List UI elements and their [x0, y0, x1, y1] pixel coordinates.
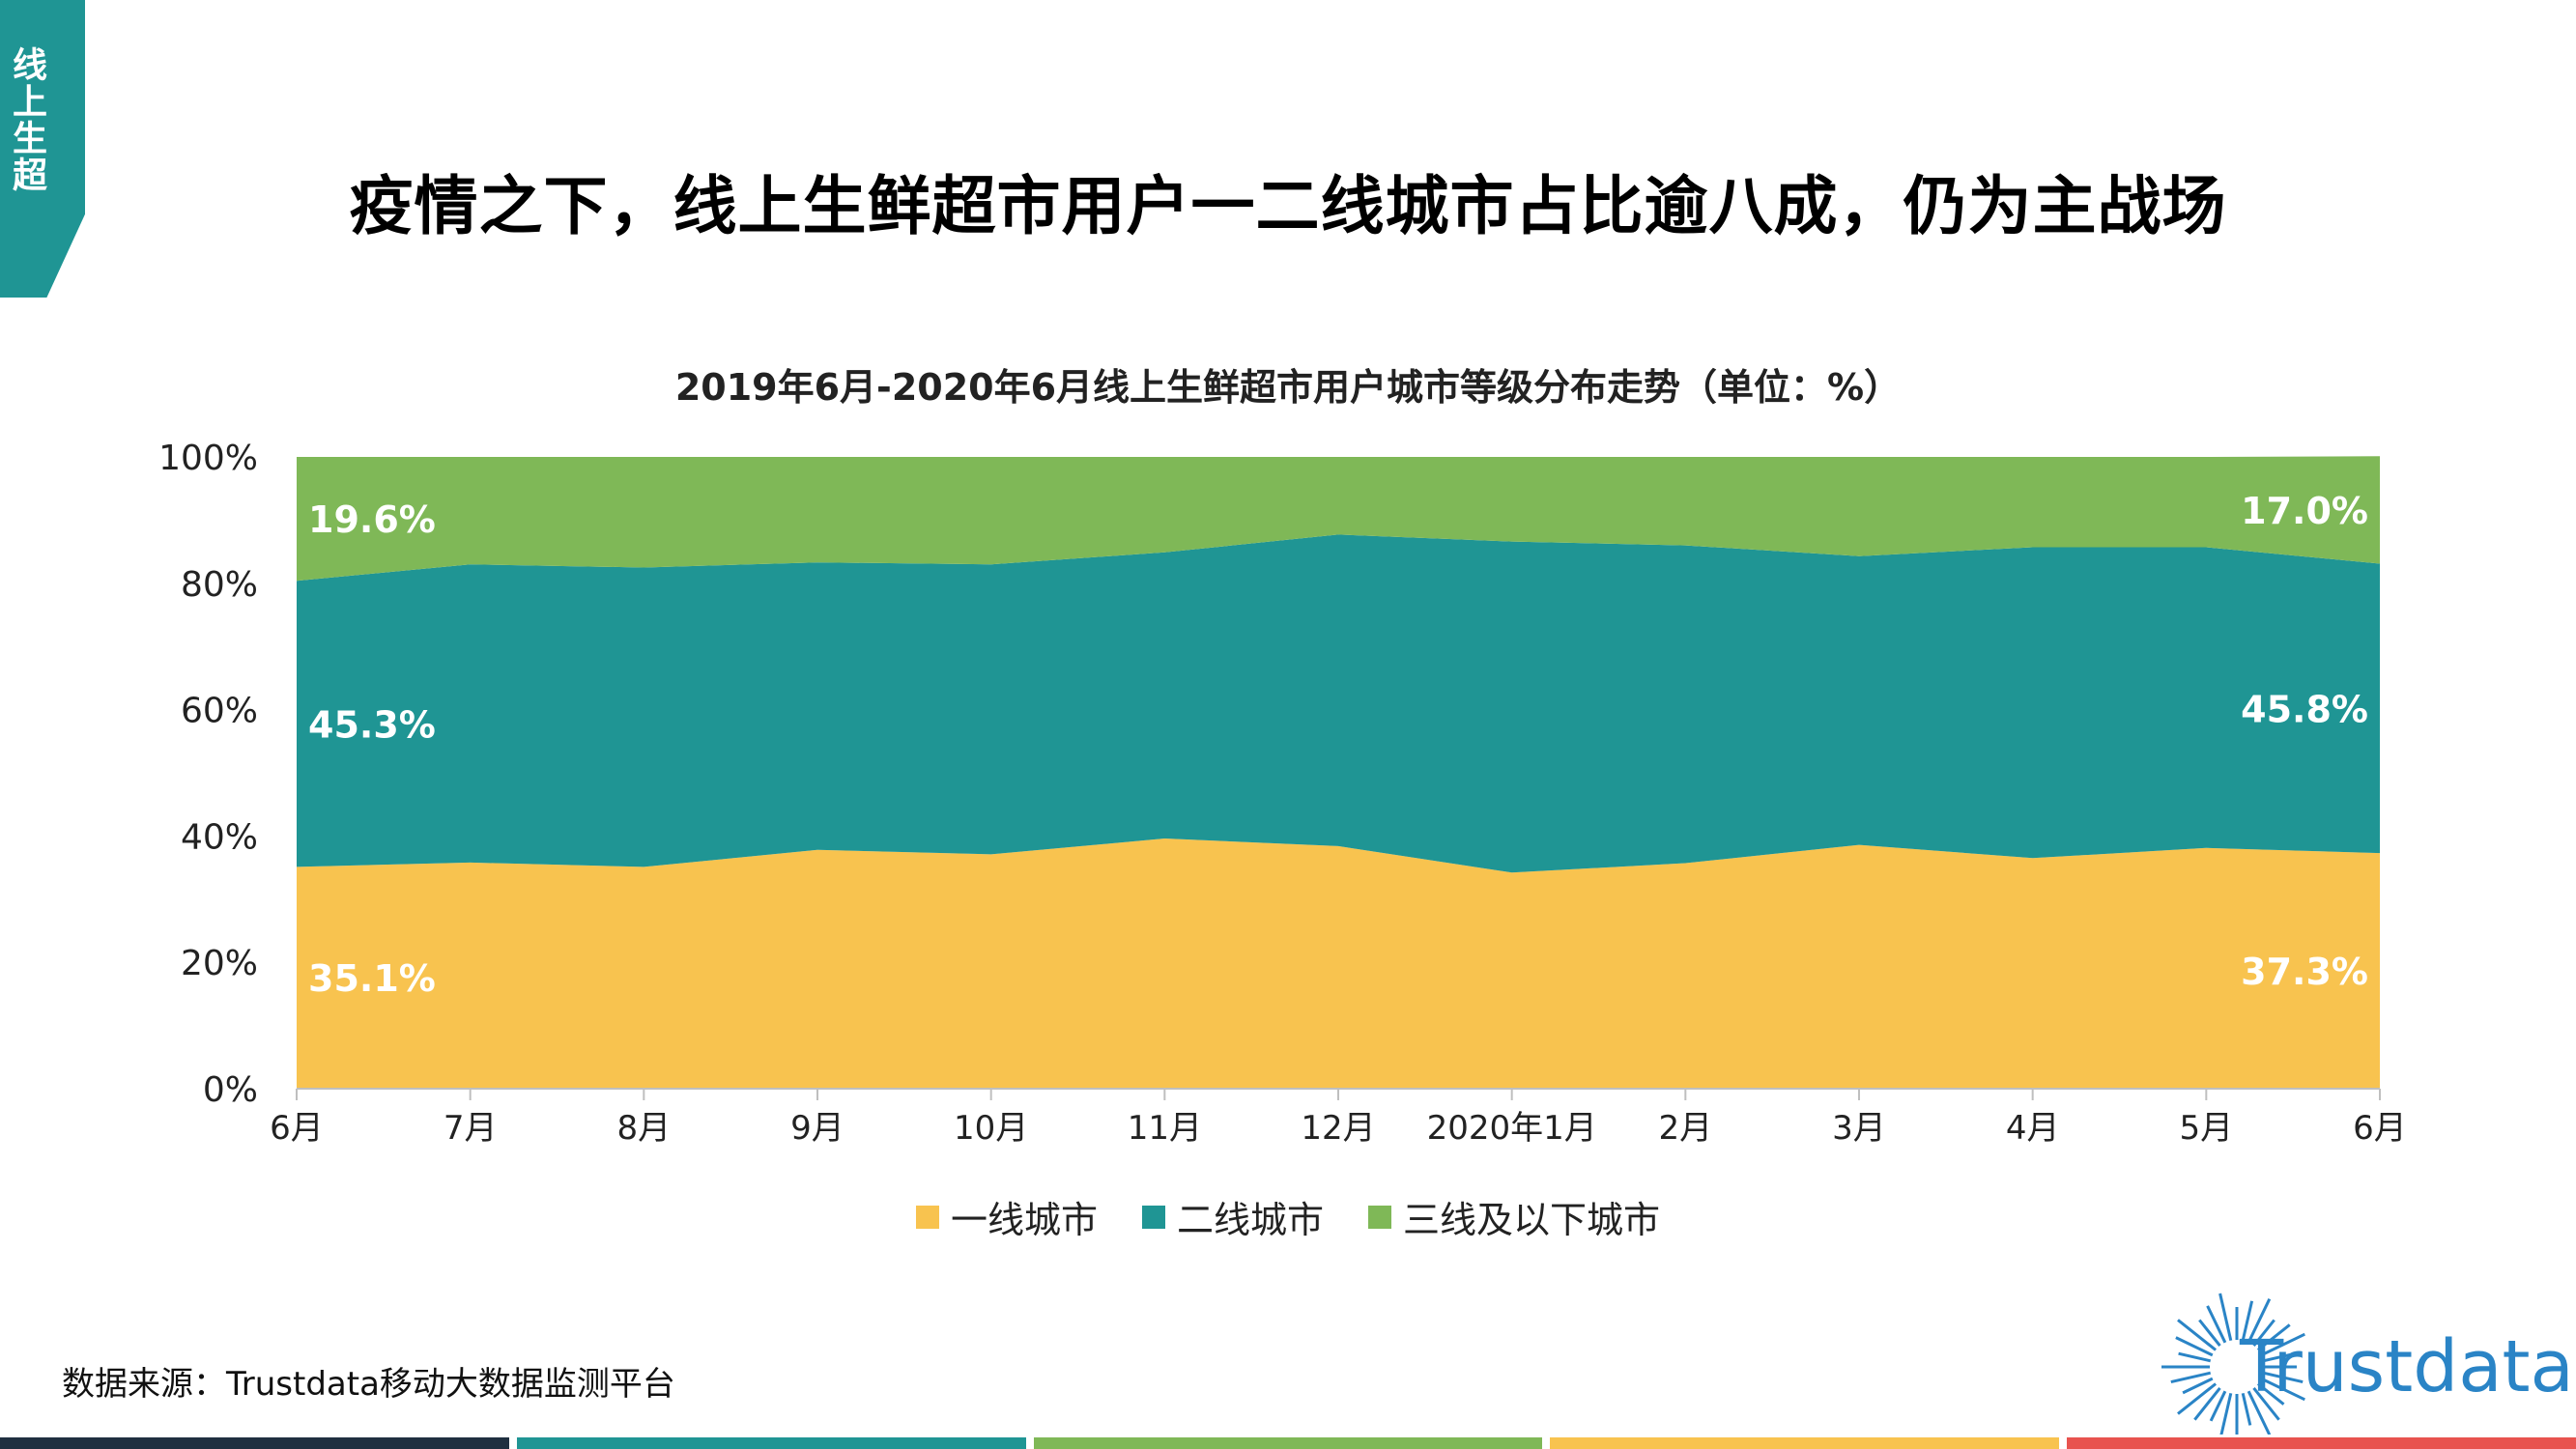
legend-swatch-tier3	[1368, 1205, 1391, 1229]
legend-item-tier2: 二线城市	[1141, 1190, 1324, 1243]
y-tick-label: 100%	[158, 439, 258, 478]
data-label: 35.1%	[308, 957, 436, 1000]
legend-swatch-tier2	[1141, 1205, 1165, 1229]
legend-item-tier1: 一线城市	[915, 1190, 1098, 1243]
logo-ray	[2256, 1382, 2285, 1406]
x-tick-label: 6月	[270, 1109, 324, 1148]
data-label: 19.6%	[308, 498, 436, 541]
x-tick-label: 7月	[444, 1109, 498, 1148]
logo-ray	[2260, 1332, 2305, 1357]
logo-ray	[2219, 1392, 2233, 1435]
logo-ray	[2178, 1351, 2212, 1363]
logo-ray	[2262, 1371, 2304, 1384]
logo-ray	[2260, 1377, 2305, 1402]
area-series-2	[297, 534, 2380, 873]
legend-label-tier3: 三线及以下城市	[1403, 1199, 1661, 1241]
area-series-1	[297, 838, 2380, 1089]
logo-ray	[2241, 1300, 2254, 1342]
x-tick-label: 2月	[1659, 1109, 1713, 1148]
x-tick-label: 4月	[2006, 1109, 2060, 1148]
legend-label-tier1: 一线城市	[950, 1199, 1098, 1241]
chart-legend: 一线城市 二线城市 三线及以下城市	[0, 1190, 2576, 1243]
logo-ray	[2262, 1351, 2296, 1363]
logo-ray	[2177, 1382, 2218, 1415]
trustdata-logo	[2161, 1293, 2305, 1435]
x-tick-label: 6月	[2353, 1109, 2407, 1148]
x-tick-label: 8月	[617, 1109, 672, 1148]
footer-bar	[516, 1437, 1026, 1449]
legend-label-tier2: 二线城市	[1176, 1199, 1324, 1241]
y-tick-label: 0%	[203, 1070, 258, 1110]
logo-ray	[2206, 1305, 2227, 1344]
logo-ray	[2256, 1323, 2291, 1351]
x-tick-label: 2020年1月	[1427, 1109, 1597, 1148]
section-tab-label: 线上生超	[7, 46, 46, 193]
footer-color-bars	[0, 1437, 2576, 1449]
legend-swatch-tier1	[915, 1205, 939, 1229]
logo-ray	[2182, 1377, 2214, 1395]
x-tick-label: 9月	[790, 1109, 844, 1148]
logo-ray	[2241, 1392, 2252, 1426]
data-source-note: 数据来源：Trustdata移动大数据监测平台	[62, 1365, 675, 1404]
logo-ray	[2218, 1293, 2233, 1342]
footer-bar	[1033, 1437, 1543, 1449]
logo-ray	[2252, 1319, 2275, 1348]
logo-ray	[2170, 1371, 2212, 1384]
data-label: 45.3%	[308, 703, 436, 746]
x-tick-label: 5月	[2180, 1109, 2234, 1148]
y-tick-label: 60%	[181, 692, 258, 731]
logo-ray	[2247, 1298, 2272, 1344]
logo-ray	[2175, 1336, 2214, 1357]
footer-bar	[2067, 1437, 2576, 1449]
logo-ray	[2177, 1319, 2218, 1351]
x-tick-label: 11月	[1128, 1109, 1202, 1148]
y-tick-label: 40%	[181, 817, 258, 857]
page-title: 疫情之下，线上生鲜超市用户一二线城市占比逾八成，仍为主战场	[349, 169, 2227, 243]
data-label: 45.8%	[2241, 688, 2368, 730]
footer-bar	[0, 1437, 509, 1449]
data-label: 37.3%	[2241, 951, 2368, 993]
logo-ray	[2247, 1390, 2272, 1435]
data-label: 17.0%	[2241, 490, 2368, 532]
footer-bar	[1550, 1437, 2060, 1449]
area-series-3	[297, 456, 2380, 582]
logo-ray	[2198, 1319, 2221, 1348]
x-tick-label: 3月	[1832, 1109, 1886, 1148]
section-tab: 线上生超	[0, 0, 85, 298]
logo-text: Trustdata	[2240, 1325, 2574, 1408]
y-tick-label: 20%	[181, 944, 258, 983]
x-tick-label: 12月	[1301, 1109, 1375, 1148]
logo-ray	[2209, 1390, 2227, 1422]
x-tick-label: 10月	[954, 1109, 1028, 1148]
chart-title: 2019年6月-2020年6月线上生鲜超市用户城市等级分布走势（单位：%）	[674, 366, 1902, 409]
legend-item-tier3: 三线及以下城市	[1368, 1190, 1660, 1243]
logo-ray	[2193, 1386, 2221, 1421]
y-tick-label: 80%	[181, 565, 258, 605]
logo-ray	[2252, 1386, 2280, 1421]
